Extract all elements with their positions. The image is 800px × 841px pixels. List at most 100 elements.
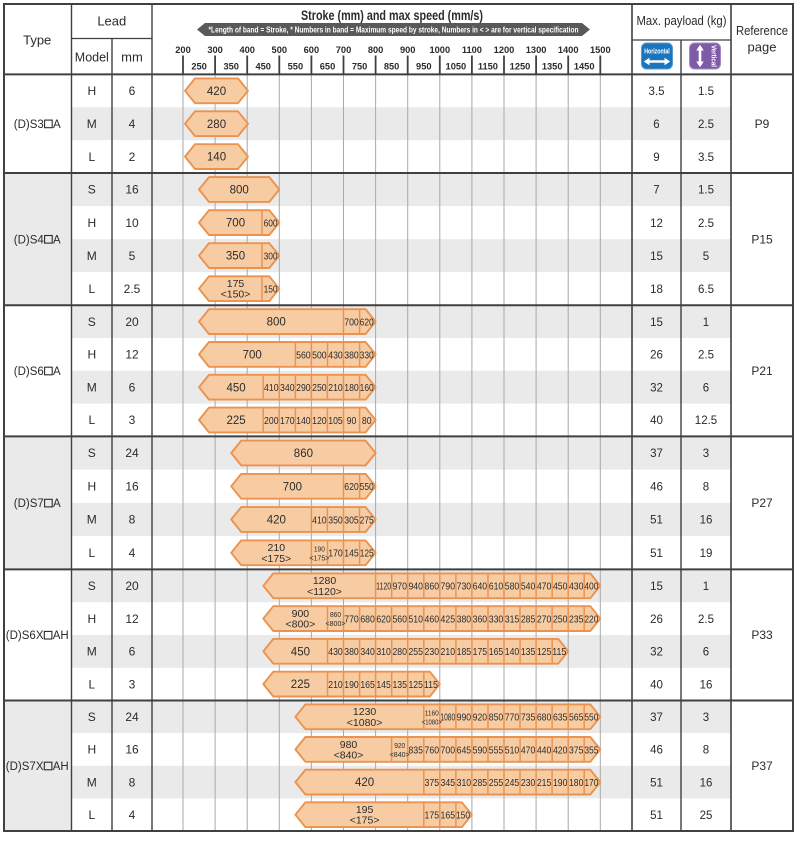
svg-text:200: 200: [175, 45, 191, 55]
svg-text:245: 245: [505, 778, 520, 789]
svg-text:4: 4: [129, 808, 136, 822]
svg-text:H: H: [87, 612, 96, 626]
svg-text:12: 12: [125, 348, 139, 362]
svg-text:<800>: <800>: [326, 619, 347, 628]
svg-text:Vertical: Vertical: [710, 45, 719, 67]
svg-text:620: 620: [376, 615, 391, 626]
svg-text:6: 6: [703, 382, 709, 394]
svg-text:M: M: [87, 249, 97, 263]
svg-text:860: 860: [425, 582, 440, 593]
svg-text:540: 540: [521, 582, 536, 593]
svg-text:460: 460: [425, 615, 440, 626]
svg-text:3.5: 3.5: [649, 86, 665, 98]
svg-text:180: 180: [569, 778, 584, 789]
svg-text:L: L: [88, 413, 95, 427]
svg-text:550: 550: [288, 62, 304, 72]
svg-text:180: 180: [344, 383, 359, 394]
svg-text:9: 9: [653, 152, 659, 164]
svg-text:430: 430: [328, 350, 343, 361]
svg-text:P27: P27: [751, 496, 773, 510]
svg-text:600: 600: [304, 45, 320, 55]
svg-text:1150: 1150: [478, 62, 498, 72]
svg-text:135: 135: [392, 680, 407, 691]
svg-text:360: 360: [473, 615, 488, 626]
svg-text:1400: 1400: [558, 45, 579, 55]
svg-text:16: 16: [125, 183, 139, 197]
svg-text:980: 980: [340, 739, 358, 751]
svg-text:40: 40: [650, 679, 663, 691]
svg-text:400: 400: [239, 45, 255, 55]
svg-text:3: 3: [129, 677, 136, 691]
svg-text:610: 610: [489, 582, 504, 593]
svg-text:P37: P37: [751, 759, 773, 773]
svg-text:470: 470: [521, 745, 536, 756]
svg-text:M: M: [87, 117, 97, 131]
svg-text:120: 120: [312, 416, 327, 427]
svg-text:215: 215: [537, 778, 552, 789]
svg-text:800: 800: [230, 185, 249, 197]
svg-text:32: 32: [650, 382, 663, 394]
svg-text:2.5: 2.5: [698, 350, 714, 362]
svg-text:1050: 1050: [446, 62, 467, 72]
svg-text:<1080>: <1080>: [422, 717, 442, 726]
svg-text:310: 310: [457, 778, 472, 789]
svg-text:560: 560: [392, 615, 407, 626]
svg-text:305: 305: [344, 515, 359, 526]
svg-text:12.5: 12.5: [695, 415, 717, 427]
svg-text:3: 3: [703, 712, 709, 724]
svg-text:300: 300: [207, 45, 223, 55]
svg-text:275: 275: [360, 515, 374, 526]
svg-text:<1080>: <1080>: [347, 717, 383, 729]
svg-text:250: 250: [191, 62, 207, 72]
svg-text:210: 210: [328, 383, 343, 394]
svg-text:16: 16: [700, 777, 713, 789]
svg-text:1120: 1120: [376, 582, 391, 593]
svg-text:6: 6: [129, 84, 136, 98]
svg-text:L: L: [88, 677, 95, 691]
svg-text:40: 40: [650, 415, 663, 427]
svg-text:1000: 1000: [429, 45, 450, 55]
svg-text:L: L: [88, 546, 95, 560]
svg-text:25: 25: [700, 810, 713, 822]
svg-text:page: page: [748, 40, 777, 55]
svg-text:730: 730: [457, 582, 472, 593]
svg-text:230: 230: [425, 647, 440, 658]
svg-text:H: H: [87, 84, 96, 98]
svg-text:Reference: Reference: [736, 23, 788, 38]
svg-text:16: 16: [125, 743, 139, 757]
svg-text:255: 255: [489, 778, 504, 789]
svg-text:170: 170: [584, 778, 598, 789]
svg-text:850: 850: [489, 713, 504, 724]
svg-text:S: S: [88, 183, 96, 197]
svg-text:L: L: [88, 150, 95, 164]
svg-text:Stroke (mm) and max speed (mm/: Stroke (mm) and max speed (mm/s): [301, 8, 483, 23]
svg-text:Type: Type: [23, 33, 51, 48]
svg-text:18: 18: [650, 284, 663, 296]
svg-text:15: 15: [650, 317, 663, 329]
svg-text:15: 15: [650, 581, 663, 593]
svg-text:860: 860: [330, 610, 341, 619]
svg-text:280: 280: [392, 647, 407, 658]
svg-text:90: 90: [347, 416, 357, 427]
svg-text:1.5: 1.5: [698, 86, 714, 98]
svg-text:46: 46: [650, 482, 663, 494]
svg-text:255: 255: [408, 647, 423, 658]
svg-text:150: 150: [456, 811, 470, 822]
svg-text:1160: 1160: [425, 708, 439, 717]
svg-text:1280: 1280: [313, 575, 337, 587]
svg-text:380: 380: [344, 350, 359, 361]
svg-text:1200: 1200: [494, 45, 515, 55]
svg-text:440: 440: [537, 745, 552, 756]
svg-text:950: 950: [416, 62, 432, 72]
svg-text:300: 300: [264, 251, 278, 262]
svg-text:350: 350: [328, 515, 343, 526]
svg-text:620: 620: [360, 318, 374, 329]
svg-text:2.5: 2.5: [698, 119, 714, 131]
svg-text:345: 345: [441, 778, 456, 789]
svg-text:125: 125: [360, 549, 374, 560]
svg-text:700: 700: [243, 350, 262, 362]
svg-text:6: 6: [129, 380, 136, 394]
svg-text:S: S: [88, 446, 96, 460]
svg-text:P9: P9: [755, 117, 770, 131]
svg-text:210: 210: [441, 647, 456, 658]
